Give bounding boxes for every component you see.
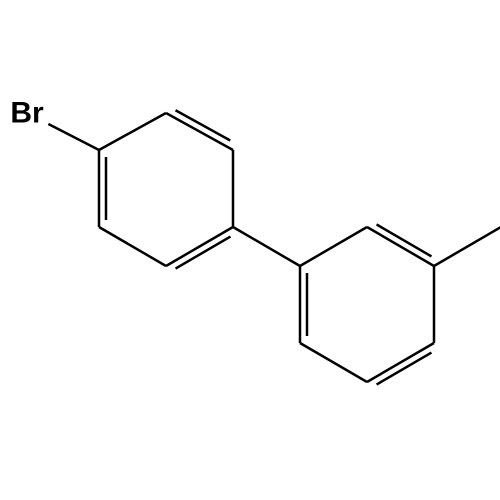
molecule-diagram: Br bbox=[0, 0, 500, 500]
bond-line bbox=[233, 227, 300, 266]
bond-line bbox=[166, 227, 233, 266]
bond-line bbox=[300, 227, 367, 266]
bond-line bbox=[99, 227, 166, 266]
bond-line bbox=[367, 343, 434, 382]
bond-line bbox=[176, 110, 231, 140]
bond-line bbox=[377, 224, 432, 256]
bond-line bbox=[377, 353, 432, 385]
bond-line bbox=[434, 227, 500, 266]
bond-line bbox=[367, 227, 434, 266]
bond-line bbox=[48, 124, 99, 150]
atom-label: Br bbox=[10, 97, 44, 130]
bond-line bbox=[176, 237, 231, 269]
bond-line bbox=[166, 113, 233, 150]
bond-line bbox=[300, 343, 367, 382]
bond-line bbox=[99, 113, 166, 150]
